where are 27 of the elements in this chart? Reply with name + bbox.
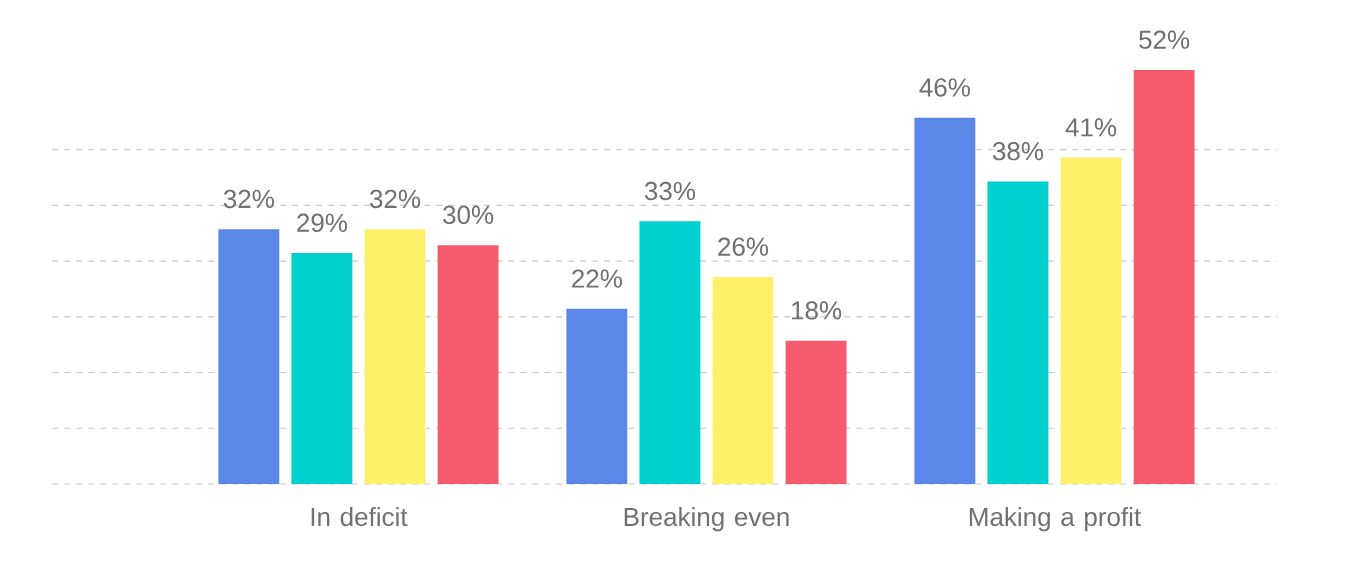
bar: [639, 221, 701, 484]
data-label: 33%: [644, 181, 696, 201]
x-tick-label: Breaking even: [624, 507, 789, 532]
data-label: 38%: [992, 141, 1044, 161]
bar: [291, 253, 353, 484]
data-label: 22%: [572, 269, 622, 288]
bar: [914, 117, 976, 484]
bar: [785, 340, 847, 484]
x-tick-label: Making a profit: [969, 507, 1141, 532]
bar: [364, 229, 426, 484]
data-label: 30%: [443, 205, 494, 225]
data-label: 32%: [223, 189, 274, 209]
data-label: 52%: [1139, 30, 1190, 49]
data-label: 18%: [792, 301, 842, 320]
data-label: 26%: [718, 237, 769, 256]
data-label: 46%: [919, 78, 970, 97]
x-tick-label: In deficit: [311, 507, 408, 527]
data-label: 41%: [1065, 118, 1117, 137]
bar: [712, 276, 774, 484]
bar: [566, 308, 628, 484]
data-label: 29%: [297, 213, 348, 233]
bar: [987, 181, 1049, 484]
bar: [1133, 69, 1195, 484]
bar: [437, 245, 499, 484]
data-label: 32%: [369, 189, 421, 209]
bar: [1060, 157, 1122, 484]
bar: [218, 229, 280, 484]
